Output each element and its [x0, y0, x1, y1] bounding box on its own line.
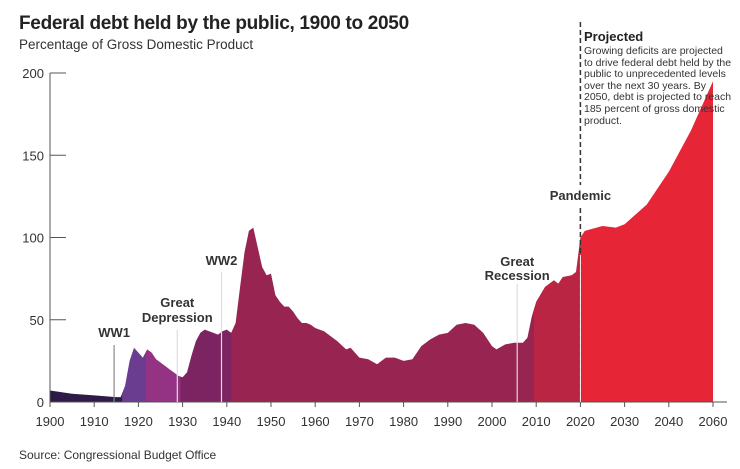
chart-title: Federal debt held by the public, 1900 to… — [19, 13, 409, 34]
area-segment — [122, 347, 147, 402]
x-tick-label: 1940 — [212, 414, 241, 429]
x-tick-label: 1950 — [257, 414, 286, 429]
x-tick-label: 1970 — [345, 414, 374, 429]
event-label: WW1 — [98, 325, 130, 340]
x-tick-label: 1920 — [124, 414, 153, 429]
y-tick-label: 0 — [37, 395, 44, 410]
y-tick-label: 150 — [22, 148, 44, 163]
chart-subtitle: Percentage of Gross Domestic Product — [19, 37, 254, 52]
event-label: WW2 — [206, 253, 238, 268]
y-tick-label: 200 — [22, 66, 44, 81]
x-tick-label: 1900 — [36, 414, 65, 429]
area-segment — [145, 349, 181, 402]
x-tick-label: 2000 — [478, 414, 507, 429]
event-label: Great Recession — [485, 254, 550, 283]
area-segment — [533, 236, 581, 402]
area-segment — [180, 329, 232, 402]
x-tick-label: 1980 — [389, 414, 418, 429]
projected-title: Projected — [584, 29, 644, 44]
area-segment — [231, 227, 535, 402]
x-tick-label: 1930 — [168, 414, 197, 429]
y-tick-label: 100 — [22, 231, 44, 246]
x-tick-label: 2060 — [699, 414, 728, 429]
event-label: Pandemic — [550, 188, 611, 203]
x-tick-label: 2040 — [654, 414, 683, 429]
x-tick-label: 2020 — [566, 414, 595, 429]
x-tick-label: 2030 — [610, 414, 639, 429]
event-label: Great Depression — [142, 295, 213, 325]
x-tick-label: 1910 — [80, 414, 109, 429]
area-segment — [580, 81, 713, 402]
x-tick-label: 1990 — [433, 414, 462, 429]
y-tick-label: 50 — [30, 313, 44, 328]
projected-description: Growing deficits are projected to drive … — [584, 45, 732, 127]
area-segment — [50, 390, 123, 402]
x-tick-label: 2010 — [522, 414, 551, 429]
source-note: Source: Congressional Budget Office — [19, 448, 217, 462]
x-tick-label: 1960 — [301, 414, 330, 429]
